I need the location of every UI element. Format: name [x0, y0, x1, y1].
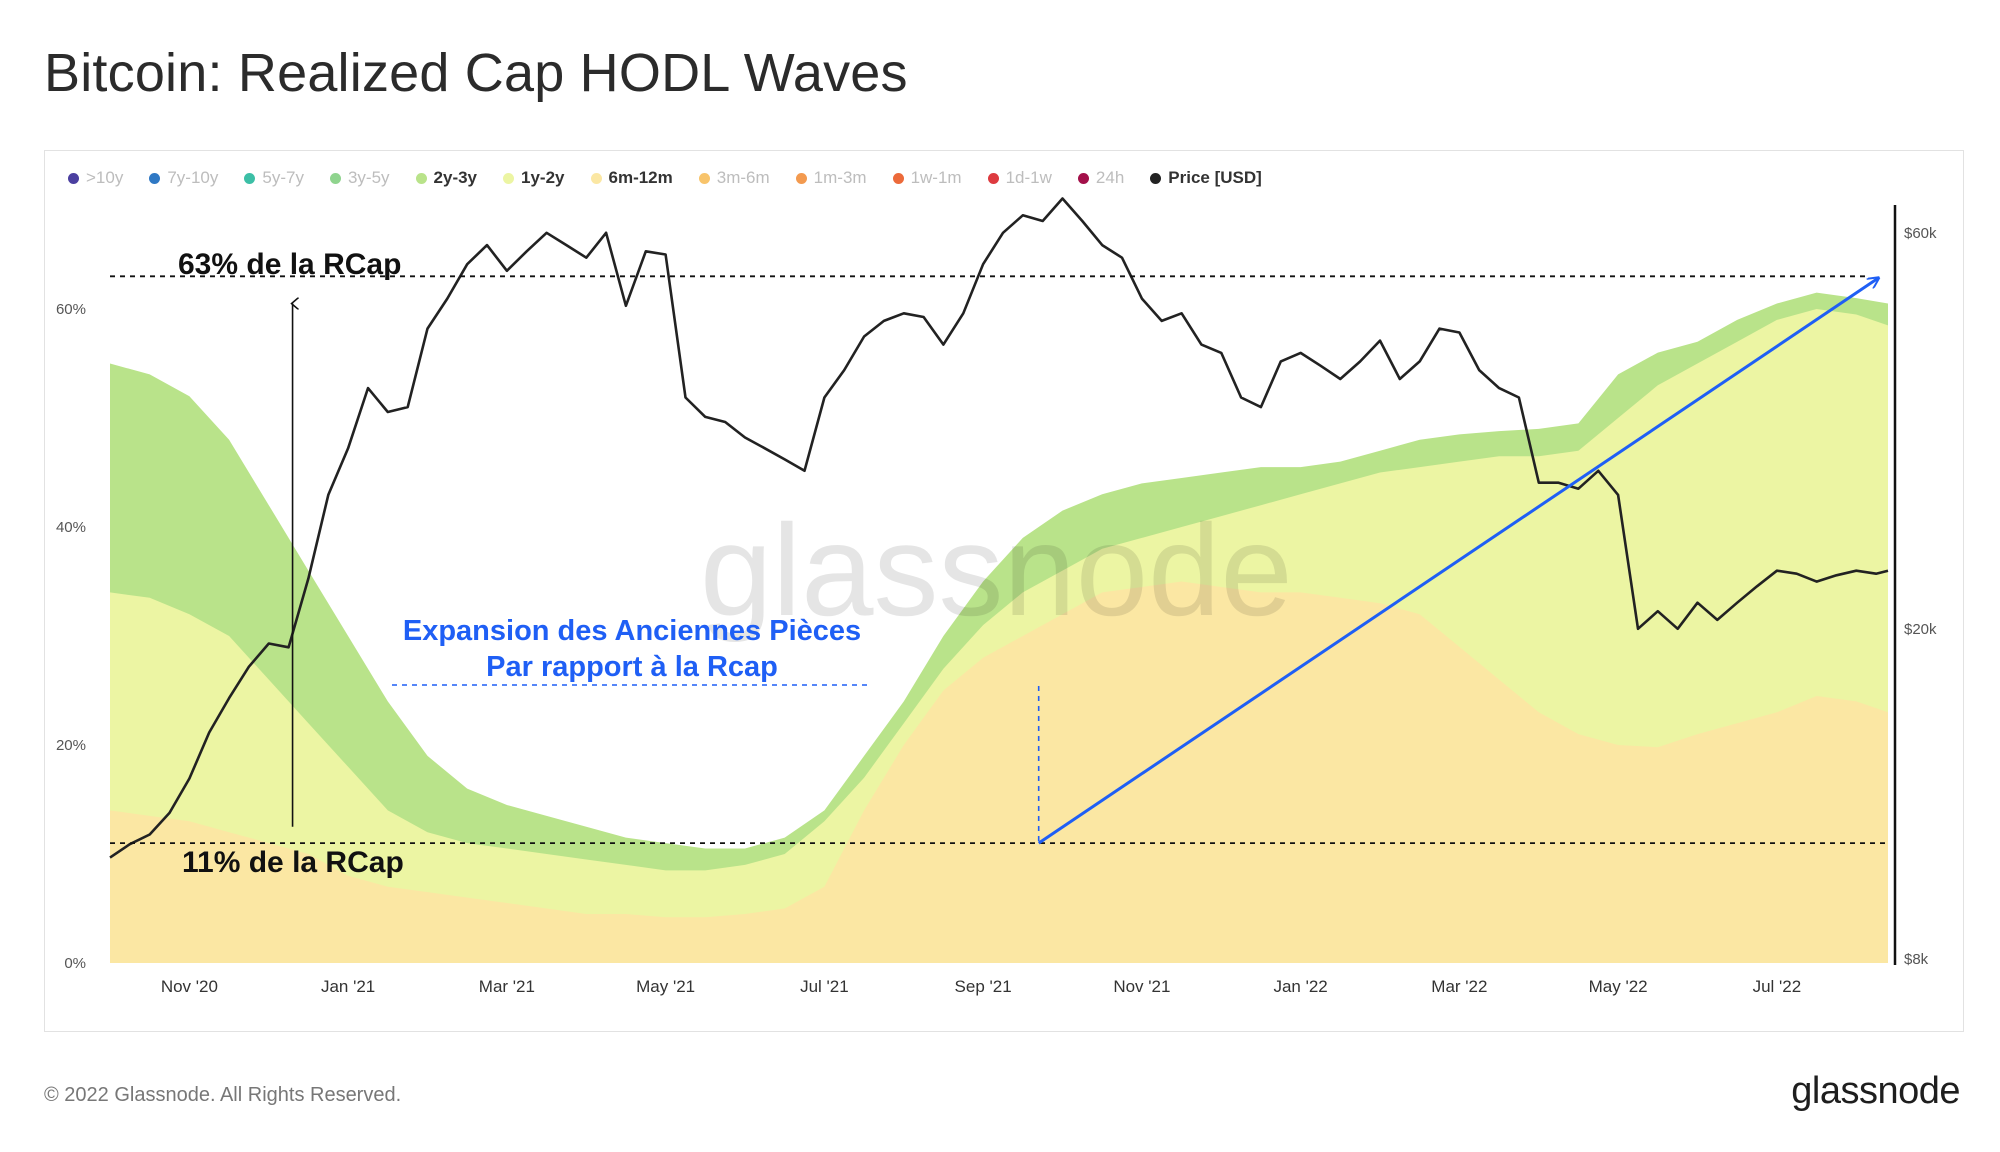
legend-label: 1d-1w — [1005, 168, 1052, 187]
area-layer — [110, 292, 1888, 964]
legend-dot-icon — [149, 172, 161, 184]
expansion-label-line2: Par rapport à la Rcap — [486, 651, 778, 683]
page-title: Bitcoin: Realized Cap HODL Waves — [44, 43, 908, 103]
y-left-tick-label: 40% — [56, 519, 86, 536]
x-tick-label: Jul '22 — [1753, 977, 1802, 996]
legend-item-0[interactable]: >10y — [68, 168, 123, 188]
x-tick-label: Jan '21 — [321, 977, 375, 996]
x-tick-label: Mar '21 — [479, 977, 535, 996]
legend-item-3[interactable]: 3y-5y — [329, 168, 390, 188]
legend-dot-icon — [415, 172, 427, 184]
expansion-arrow — [1037, 278, 1878, 845]
legend-item-6[interactable]: 6m-12m — [590, 168, 673, 188]
legend-item-11[interactable]: 24h — [1077, 168, 1125, 188]
bottom-level-label: 11% de la RCap — [182, 846, 404, 879]
legend-dot-icon — [1150, 172, 1162, 184]
legend-label: 5y-7y — [262, 168, 304, 187]
legend-label: 3m-6m — [716, 168, 770, 187]
area-6m-12m — [110, 581, 1888, 963]
x-tick-label: Mar '22 — [1431, 977, 1487, 996]
legend-item-2[interactable]: 5y-7y — [244, 168, 304, 188]
legend-label: 1y-2y — [521, 168, 565, 187]
legend-item-7[interactable]: 3m-6m — [698, 168, 770, 188]
y-right-tick-label: $60k — [1904, 225, 1937, 242]
legend-item-5[interactable]: 1y-2y — [503, 168, 565, 188]
x-tick-label: Nov '20 — [161, 977, 218, 996]
copyright-text: © 2022 Glassnode. All Rights Reserved. — [44, 1084, 402, 1106]
legend-label: 7y-10y — [167, 168, 219, 187]
legend-label: >10y — [86, 168, 124, 187]
legend-label: 6m-12m — [608, 168, 673, 187]
price-line — [109, 197, 1889, 859]
legend-dot-icon — [1077, 172, 1089, 184]
legend-dot-icon — [795, 172, 807, 184]
legend-label: 1m-3m — [813, 168, 867, 187]
legend-label: 1w-1m — [910, 168, 962, 187]
axes-layer: 0% 20% 40% 60% $8k $20k $60k Nov '20 Jan '21 Mar … — [56, 205, 1937, 996]
legend-label: 2y-3y — [433, 168, 478, 187]
y-right-tick-label: $20k — [1904, 621, 1937, 638]
price-layer — [109, 197, 1889, 859]
legend-item-4[interactable]: 2y-3y — [415, 168, 478, 188]
legend-item-8[interactable]: 1m-3m — [795, 168, 867, 188]
annotation-layer: 63% de la RCap 11% de la RCap Expansion de… — [110, 248, 1888, 879]
legend-dot-icon — [68, 172, 79, 184]
legend-label: 24h — [1095, 168, 1125, 187]
legend-dot-icon — [987, 172, 999, 184]
legend-item-12[interactable]: Price [USD] — [1150, 168, 1262, 188]
legend-dot-icon — [244, 172, 256, 184]
y-left-tick-label: 0% — [64, 955, 86, 972]
watermark: glassnode — [700, 497, 1293, 643]
y-right-tick-label: $8k — [1904, 951, 1929, 968]
top-level-label: 63% de la RCap — [178, 248, 401, 281]
expansion-label-line1: Expansion des Anciennes Pièces — [403, 615, 861, 647]
x-tick-label: Jan '22 — [1273, 977, 1327, 996]
x-tick-label: Sep '21 — [955, 977, 1012, 996]
brand-logo: glassnode — [1791, 1070, 1960, 1112]
legend-dot-icon — [503, 172, 515, 184]
x-tick-label: Nov '21 — [1113, 977, 1170, 996]
x-tick-label: May '22 — [1589, 977, 1648, 996]
y-left-tick-label: 20% — [56, 737, 86, 754]
chart-legend: >10y 7y-10y 5y-7y 3y-5y 2y-3y 1y-2y 6m-12m 3m-6… — [68, 166, 1288, 190]
legend-item-10[interactable]: 1d-1w — [987, 168, 1052, 188]
legend-label: Price [USD] — [1168, 168, 1262, 187]
x-tick-label: May '21 — [636, 977, 695, 996]
legend-dot-icon — [698, 172, 710, 184]
y-left-tick-label: 60% — [56, 301, 86, 318]
legend-dot-icon — [590, 172, 602, 184]
legend-dot-icon — [892, 172, 904, 184]
legend-item-1[interactable]: 7y-10y — [149, 168, 218, 188]
legend-dot-icon — [329, 172, 341, 184]
x-tick-label: Jul '21 — [800, 977, 849, 996]
legend-label: 3y-5y — [347, 168, 390, 187]
legend-item-9[interactable]: 1w-1m — [892, 168, 962, 188]
